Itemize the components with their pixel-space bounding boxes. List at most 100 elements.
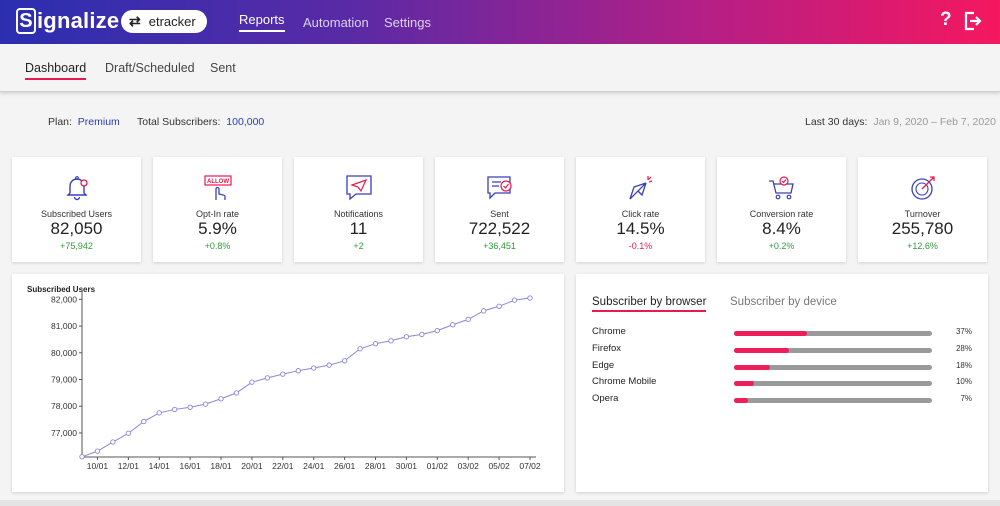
target-icon <box>910 176 935 200</box>
nav-reports[interactable]: Reports <box>239 0 285 44</box>
card-value: 8.4% <box>762 219 801 238</box>
swap-arrows-icon: ⇄ <box>129 13 141 29</box>
data-point <box>141 418 147 425</box>
nav-automation[interactable]: Automation <box>303 14 369 30</box>
browser-row-chrome-mobile: Chrome Mobile 10% <box>592 376 972 390</box>
card-label: Opt-In rate <box>195 209 240 219</box>
date-range[interactable]: Last 30 days: Jan 9, 2020 – Feb 7, 2020 <box>805 116 996 128</box>
browser-bar-fill <box>734 348 790 353</box>
browser-percent: 18% <box>955 361 972 370</box>
card-value: 255,780 <box>891 219 954 238</box>
tab-draft-scheduled[interactable]: Draft/Scheduled <box>105 61 195 75</box>
card-delta: +36,451 <box>483 241 516 251</box>
total-subscribers-info: Total Subscribers: 100,000 <box>137 116 264 128</box>
data-point <box>280 371 286 377</box>
card-delta: +0.8% <box>204 241 231 251</box>
x-tick-label: 14/01 <box>149 461 171 471</box>
x-tick-label: 24/01 <box>303 461 325 471</box>
subscribed-users-line-chart: 77,000 78,000 79,000 80,000 81,000 82,000 10/0… <box>51 290 541 471</box>
card-conversion-rate: Conversion rate 8.4% +0.2% <box>717 157 846 262</box>
data-point <box>481 308 487 314</box>
browser-bar-track <box>734 331 932 336</box>
card-click-rate: Click rate 14.5% -0.1% <box>576 157 705 262</box>
card-delta: +75,942 <box>60 241 93 251</box>
chart-title: Subscribed Users <box>27 285 96 294</box>
tab-subscriber-by-device[interactable]: Subscriber by device <box>730 296 837 308</box>
data-point <box>496 303 502 309</box>
cart-icon <box>768 176 794 200</box>
browser-name: Edge <box>592 360 615 371</box>
data-point <box>511 297 518 303</box>
card-delta: -0.1% <box>628 241 653 251</box>
card-subscribed-users: Subscribed Users 82,050 +75,942 <box>12 157 141 262</box>
card-value: 14.5% <box>616 219 665 238</box>
browser-bar-fill <box>734 365 770 370</box>
x-tick-label: 22/01 <box>272 461 294 471</box>
plan-value: Premium <box>77 116 120 128</box>
y-tick-label: 82,000 <box>51 294 77 304</box>
help-icon[interactable]: ? <box>940 9 952 30</box>
date-range-value: Jan 9, 2020 – Feb 7, 2020 <box>873 116 996 128</box>
x-tick-label: 26/01 <box>334 461 356 471</box>
account-name: etracker <box>148 14 196 29</box>
browser-row-firefox: Firefox 28% <box>592 343 972 357</box>
x-tick-label: 16/01 <box>179 461 201 471</box>
card-delta: +2 <box>353 241 364 251</box>
date-range-label: Last 30 days: <box>805 116 868 128</box>
nav-settings[interactable]: Settings <box>384 14 431 30</box>
x-tick-label: 20/01 <box>241 461 263 471</box>
card-label: Turnover <box>904 209 941 219</box>
data-point <box>465 316 471 323</box>
card-opt-in-rate: ALLOW Opt-In rate 5.9% +0.8% <box>153 157 282 262</box>
browser-row-edge: Edge 18% <box>592 360 972 374</box>
browser-name: Firefox <box>592 343 622 354</box>
cursor-click-icon <box>628 176 652 200</box>
data-point <box>233 390 240 396</box>
x-tick-label: 30/01 <box>396 461 418 471</box>
data-point <box>311 365 317 371</box>
browser-percent: 10% <box>955 377 972 386</box>
card-label: Conversion rate <box>749 209 814 219</box>
card-delta: +0.2% <box>768 241 795 251</box>
data-point <box>372 341 379 347</box>
data-point <box>172 406 178 413</box>
browser-name: Chrome <box>592 326 626 337</box>
tab-dashboard[interactable]: Dashboard <box>25 61 87 80</box>
x-tick-label: 05/02 <box>488 461 510 471</box>
data-point <box>450 322 456 328</box>
y-tick-label: 77,000 <box>51 428 77 438</box>
x-tick-label: 18/01 <box>210 461 232 471</box>
card-value: 11 <box>349 219 368 238</box>
subscribers-value: 100,000 <box>226 116 265 128</box>
data-point <box>79 454 85 460</box>
data-point <box>403 334 410 340</box>
data-point <box>419 331 425 337</box>
data-point <box>295 368 301 374</box>
allow-icon-text: ALLOW <box>207 179 229 185</box>
data-point <box>341 358 348 364</box>
browser-bar-track <box>734 365 932 370</box>
browser-name: Opera <box>592 393 619 404</box>
tab-sent[interactable]: Sent <box>210 61 236 75</box>
x-tick-label: 01/02 <box>427 461 449 471</box>
card-value: 82,050 <box>50 219 103 238</box>
logout-icon[interactable] <box>964 11 982 31</box>
data-point <box>94 448 101 454</box>
browser-row-chrome: Chrome 37% <box>592 326 972 340</box>
card-label: Notifications <box>333 209 384 219</box>
data-point <box>156 410 162 416</box>
card-notifications: Notifications 11 +2 <box>294 157 423 262</box>
logo-text: ignalize <box>37 8 120 33</box>
x-tick-label: 28/01 <box>365 461 387 471</box>
y-tick-label: 79,000 <box>51 375 77 385</box>
data-point <box>249 379 255 385</box>
browser-name: Chrome Mobile <box>592 376 657 387</box>
tab-subscriber-by-browser[interactable]: Subscriber by browser <box>592 296 707 312</box>
x-tick-label: 10/01 <box>87 461 109 471</box>
browser-bar-fill <box>734 398 748 403</box>
account-switcher[interactable]: ⇄ etracker <box>121 10 207 33</box>
browser-row-opera: Opera 7% <box>592 393 972 407</box>
card-label: Click rate <box>621 209 660 219</box>
browser-bar-fill <box>734 331 808 336</box>
